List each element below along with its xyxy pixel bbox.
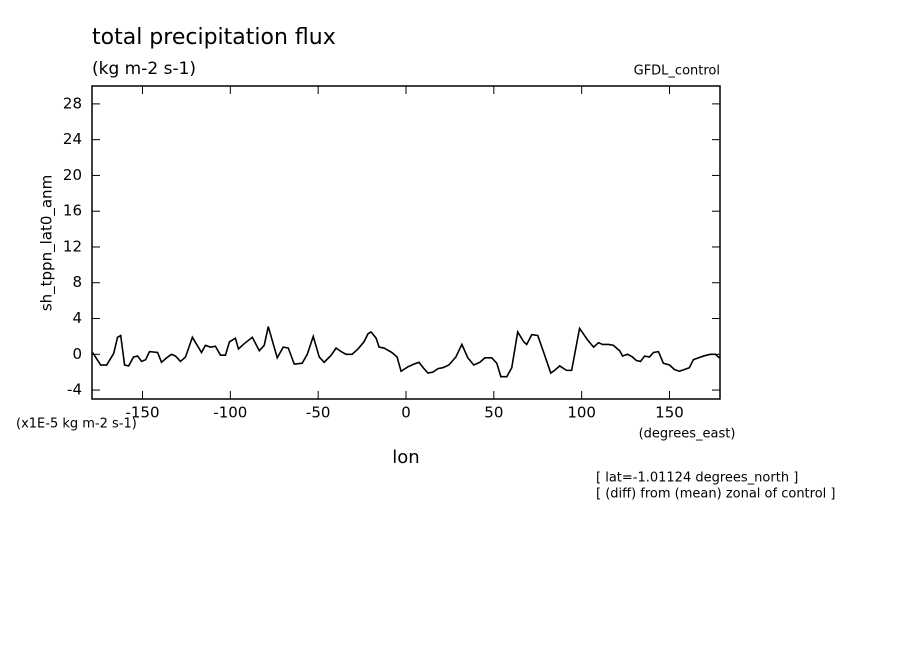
annotation: [ lat=-1.01124 degrees_north ] [596, 471, 798, 486]
chart-title: total precipitation flux [92, 25, 336, 50]
y-tick-label: -4 [67, 381, 82, 399]
y-tick-label: 24 [63, 130, 82, 148]
x-axis-label: lon [392, 447, 419, 468]
y-tick-label: 4 [72, 309, 82, 327]
y-tick-label: 0 [72, 345, 82, 363]
data-line [91, 326, 720, 378]
x-axis-units: (degrees_east) [639, 427, 736, 442]
plot-frame [91, 85, 721, 400]
x-tick-label: 150 [655, 404, 684, 422]
y-tick-label: 20 [63, 166, 82, 184]
y-tick-label: 16 [63, 202, 82, 220]
x-tick-label: 100 [567, 404, 596, 422]
x-tick-label: -100 [213, 404, 247, 422]
y-tick-label: 12 [63, 237, 82, 255]
x-tick-label: 50 [484, 404, 503, 422]
chart-subtitle: (kg m-2 s-1) [92, 59, 196, 79]
x-tick-label: 0 [401, 404, 411, 422]
y-tick-label: 28 [63, 94, 82, 112]
y-axis-label: sh_tppn_lat0_anm [38, 175, 57, 311]
x-tick-label: -150 [125, 404, 159, 422]
annotation: [ (diff) from (mean) zonal of control ] [596, 487, 835, 502]
x-tick-label: -50 [306, 404, 331, 422]
dataset-label: GFDL_control [634, 64, 720, 79]
y-tick-label: 8 [72, 273, 82, 291]
y-axis-units: (x1E-5 kg m-2 s-1) [16, 417, 137, 432]
